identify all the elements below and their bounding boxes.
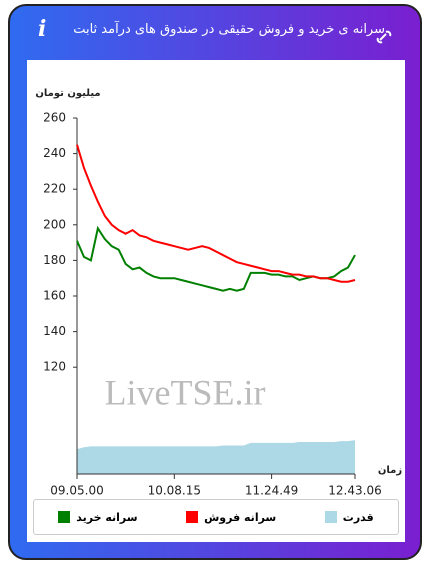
legend-item[interactable]: قدرت [324,510,374,524]
x-tick-label: 11.24.49 [245,484,298,498]
y-tick-label: 180 [43,253,66,267]
y-tick-label: 160 [43,289,66,303]
legend-label: سرانه فروش [204,510,277,524]
x-tick-label: 10.08.15 [148,484,201,498]
y-tick-label: 200 [43,217,66,231]
legend-label: قدرت [342,510,374,524]
legend-item[interactable]: سرانه خرید [58,510,138,524]
x-tick-label: 09.05.00 [50,484,103,498]
line [76,144,356,283]
y-tick-label: 140 [43,324,66,338]
line [76,225,356,292]
y-axis-label: میلیون تومان [35,88,100,99]
legend-label: سرانه خرید [76,510,138,524]
legend-swatch [186,511,199,523]
y-tick-label: 120 [43,360,66,374]
legend-swatch [58,511,71,523]
legend: سرانه خرید سرانه فروش قدرت [33,499,399,535]
watermark: LiveTSE.ir [105,372,266,412]
header-title: سرانه ی خرید و فروش حقیقی در صندوق های د… [73,22,385,37]
x-tick-label: 12.43.06 [328,484,381,498]
info-icon[interactable]: i [38,16,47,42]
legend-item[interactable]: سرانه فروش [186,511,276,524]
y-tick-label: 220 [43,182,66,196]
x-axis-label: زمان [378,465,402,476]
link-icon [376,30,392,44]
area [77,440,355,474]
y-tick-label: 240 [43,146,66,160]
legend-swatch [324,511,337,523]
y-tick-label: 260 [43,111,66,125]
